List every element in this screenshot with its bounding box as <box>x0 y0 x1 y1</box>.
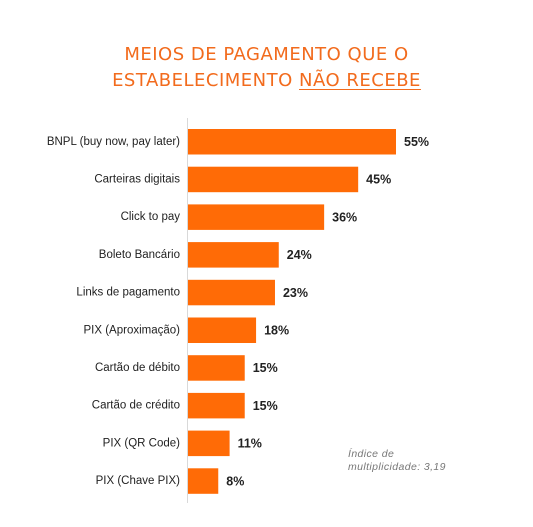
multiplicity-note: Índice de multiplicidade: 3,19 <box>348 448 458 474</box>
bar <box>188 430 230 457</box>
bar <box>188 166 359 193</box>
value-label: 15% <box>253 361 278 375</box>
chart-title-line2: ESTABELECIMENTO NÃO RECEBE <box>0 68 533 94</box>
bar <box>188 129 396 155</box>
bar <box>188 468 219 494</box>
value-label: 11% <box>238 437 262 451</box>
multiplicity-note-line1: Índice de <box>348 448 395 460</box>
category-label: BNPL (buy now, pay later) <box>47 136 180 148</box>
bar <box>188 317 257 343</box>
bars-group: BNPL (buy now, pay later) 55% Carteiras di… <box>47 129 429 494</box>
category-label: Boleto Bancário <box>99 249 180 261</box>
bar <box>188 392 245 419</box>
bar <box>188 355 245 381</box>
value-label: 8% <box>226 474 244 488</box>
chart-title-emphasis: NÃO RECEBE <box>299 70 421 91</box>
category-label: Links de pagamento <box>76 287 180 299</box>
chart-title: MEIOS DE PAGAMENTO QUE O ESTABELECIMENTO… <box>0 42 533 94</box>
value-label: 45% <box>366 173 391 187</box>
bar <box>188 204 325 230</box>
category-label: PIX (Aproximação) <box>83 324 180 336</box>
category-label: Cartão de crédito <box>92 400 180 412</box>
bar <box>188 242 279 268</box>
category-label: PIX (QR Code) <box>103 437 180 449</box>
category-label: Click to pay <box>121 211 181 223</box>
category-label: PIX (Chave PIX) <box>96 475 181 487</box>
category-label: Cartão de débito <box>95 362 180 374</box>
value-label: 55% <box>404 135 429 149</box>
value-label: 23% <box>283 286 308 300</box>
chart-title-line1: MEIOS DE PAGAMENTO QUE O <box>124 44 409 65</box>
value-label: 36% <box>332 210 357 224</box>
value-label: 18% <box>264 324 289 338</box>
value-label: 24% <box>287 248 312 262</box>
multiplicity-note-line2: multiplicidade: 3,19 <box>348 461 446 473</box>
value-label: 15% <box>253 399 278 413</box>
bar <box>188 279 275 306</box>
category-label: Carteiras digitais <box>94 173 180 185</box>
chart-title-line2-prefix: ESTABELECIMENTO <box>112 70 300 91</box>
